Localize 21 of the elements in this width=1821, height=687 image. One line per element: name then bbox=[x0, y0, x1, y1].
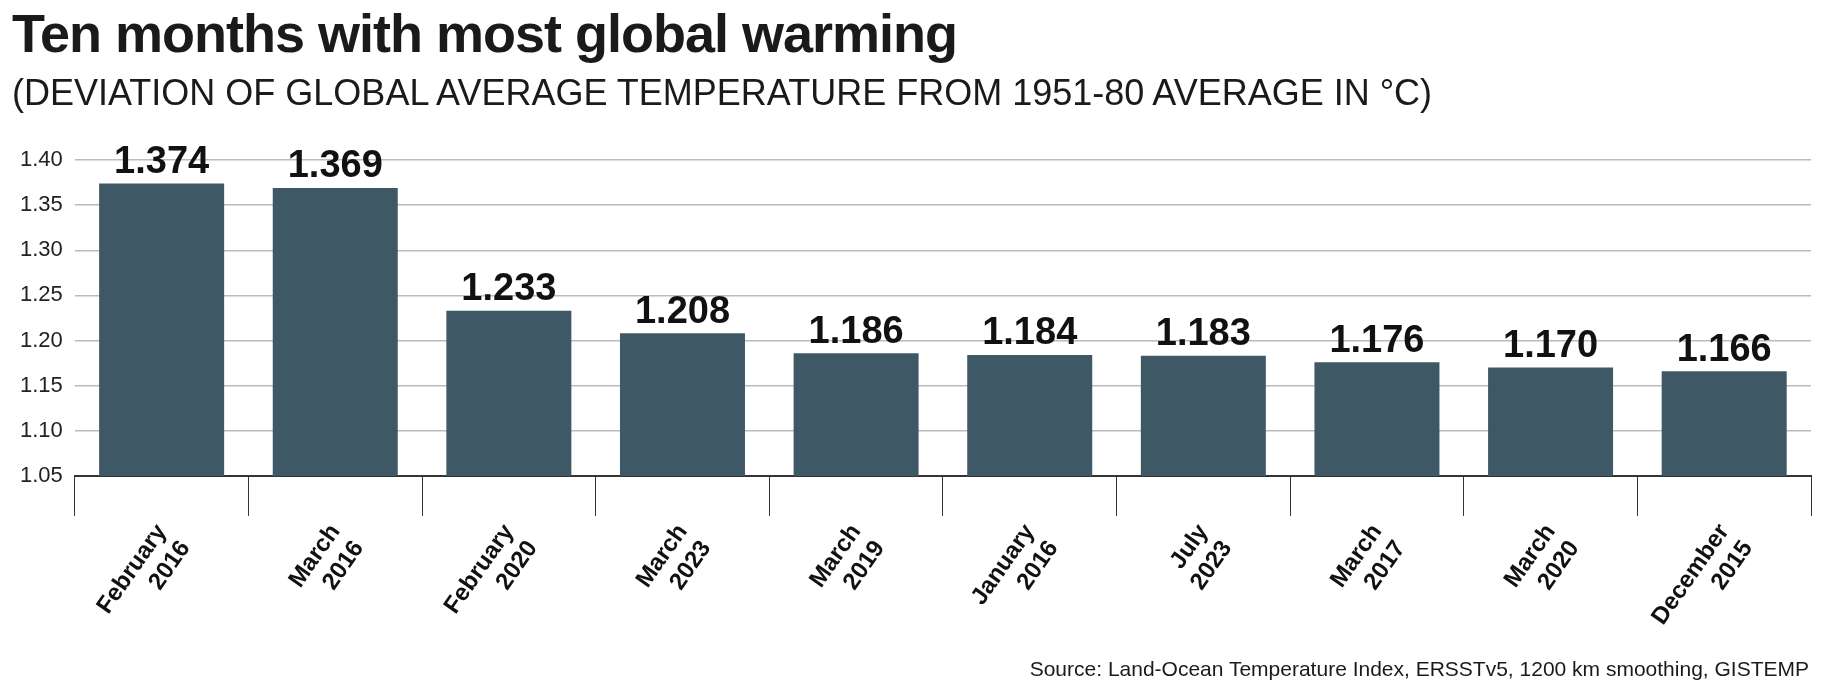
data-label: 1.233 bbox=[461, 266, 557, 309]
y-tick-label: 1.10 bbox=[19, 416, 63, 442]
data-label: 1.369 bbox=[287, 143, 383, 186]
data-label: 1.184 bbox=[982, 310, 1078, 353]
y-tick-label: 1.05 bbox=[19, 461, 63, 487]
y-tick-label: 1.30 bbox=[19, 236, 63, 262]
data-label: 1.374 bbox=[114, 138, 210, 181]
data-label: 1.170 bbox=[1503, 323, 1599, 366]
y-tick-label: 1.20 bbox=[19, 326, 63, 352]
source-note: Source: Land-Ocean Temperature Index, ERSSTv5, 1200 km smoothing, GISTEMP bbox=[1029, 657, 1809, 681]
y-tick-label: 1.15 bbox=[19, 371, 63, 397]
data-label: 1.166 bbox=[1676, 326, 1772, 369]
y-tick-label: 1.40 bbox=[19, 146, 63, 172]
chart-subtitle: (DEVIATION OF GLOBAL AVERAGE TEMPERATURE FROM 1951-80 AVERAGE IN °C) bbox=[12, 72, 1433, 114]
data-label: 1.186 bbox=[808, 308, 904, 351]
y-tick-label: 1.35 bbox=[19, 191, 63, 217]
data-label: 1.183 bbox=[1155, 311, 1251, 354]
chart-title: Ten months with most global warming bbox=[12, 2, 958, 64]
data-label: 1.208 bbox=[634, 288, 731, 331]
y-tick-label: 1.25 bbox=[19, 281, 63, 307]
data-label: 1.176 bbox=[1329, 317, 1425, 360]
